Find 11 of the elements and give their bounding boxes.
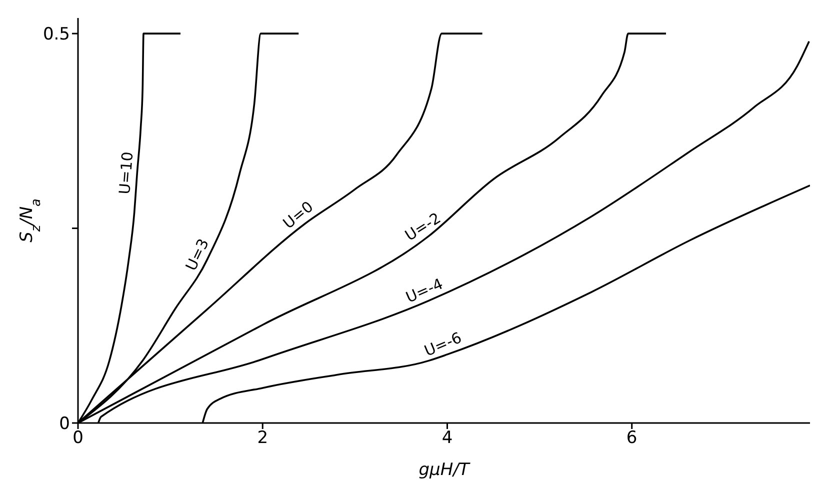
x-tick-label: 4 — [442, 428, 453, 448]
text: U=0 — [280, 198, 317, 232]
text: U=3 — [182, 236, 213, 274]
x-tick-label: 2 — [257, 428, 268, 448]
y-tick-label: 0.5 — [42, 24, 70, 45]
text: U=10 — [116, 151, 137, 195]
x-tick-label: 0 — [72, 428, 84, 448]
x-axis-title: gμH/T — [418, 460, 471, 480]
text: U=-4 — [403, 274, 446, 307]
text: U=-6 — [422, 328, 464, 360]
x-tick-label: 6 — [626, 428, 638, 448]
